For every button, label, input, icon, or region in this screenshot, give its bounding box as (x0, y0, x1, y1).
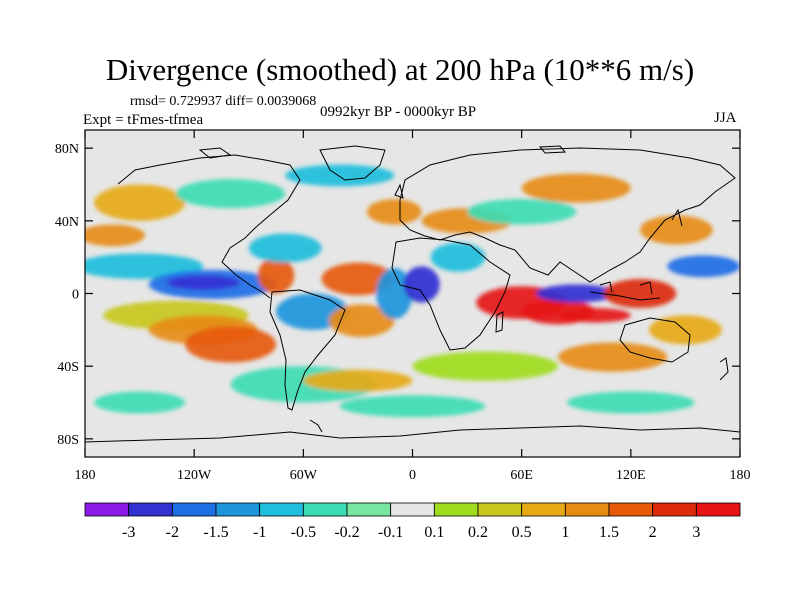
colorbar-label: -1.5 (203, 524, 228, 541)
colorbar-swatch (652, 502, 697, 517)
coastline-north-america (117, 154, 301, 299)
coastline-australia (619, 317, 691, 363)
field-region (403, 266, 440, 303)
coastlines (85, 145, 740, 443)
colorbar-label: -1 (253, 524, 266, 541)
period-label: 0992kyr BP - 0000kyr BP (320, 104, 477, 120)
field-region (321, 262, 395, 296)
colorbar-swatch (390, 502, 435, 517)
colorbar-swatch (215, 502, 261, 517)
divergence-field (85, 164, 740, 418)
field-region (185, 326, 277, 363)
colorbar-label: 0.5 (512, 524, 532, 541)
coastline-antarctica (85, 425, 740, 443)
field-region (467, 199, 577, 225)
x-tick-label: 60E (510, 468, 533, 483)
colorbar-swatch (564, 502, 610, 517)
coastline-greenland (319, 145, 386, 181)
x-tick-label: 60W (290, 468, 318, 483)
season-label: JJA (714, 110, 737, 126)
colorbar-swatch (259, 502, 304, 517)
x-axis: 180 120W 60W 0 60E 120E 180 (75, 130, 751, 483)
colorbar-label: -0.2 (334, 524, 359, 541)
coastline-africa (391, 237, 511, 351)
colorbar-swatch (346, 502, 392, 517)
colorbar-swatch (521, 502, 566, 517)
colorbar-label: 3 (692, 524, 700, 541)
y-tick-label: 0 (72, 288, 79, 303)
plot-title: Divergence (smoothed) at 200 hPa (10**6 … (105, 52, 695, 87)
stats-text: rmsd= 0.729937 diff= 0.0039068 (130, 94, 317, 109)
experiment-label: Expt = tFmes-tfmea (83, 112, 204, 128)
colorbar-swatch (128, 502, 173, 517)
field-region (558, 308, 631, 323)
field-region (248, 233, 322, 263)
colorbar-swatch (433, 502, 479, 517)
colorbar-label: 0.2 (468, 524, 488, 541)
field-region (376, 268, 413, 319)
coastline-madagascar (495, 311, 504, 333)
y-tick-label: 80N (55, 142, 79, 157)
colorbar-label: -3 (122, 524, 135, 541)
colorbar-swatch (84, 502, 130, 517)
x-tick-label: 120E (616, 468, 646, 483)
field-region (94, 391, 186, 414)
field-region (430, 242, 486, 272)
colorbar-label: -0.5 (291, 524, 316, 541)
x-tick-label: 120W (177, 468, 212, 483)
colorbar-swatch (695, 502, 741, 517)
field-region (649, 315, 722, 345)
colorbar-swatch (171, 502, 217, 517)
x-tick-label: 180 (730, 468, 751, 483)
coastline-indonesia (589, 291, 661, 301)
y-tick-label: 40N (55, 215, 79, 230)
field-region (285, 164, 395, 187)
field-region (667, 255, 740, 278)
x-tick-label: 180 (75, 468, 96, 483)
field-region (536, 284, 617, 303)
field-region (328, 304, 395, 338)
y-tick-label: 80S (57, 433, 79, 448)
colorbar-label: -2 (166, 524, 179, 541)
field-region (603, 278, 677, 309)
colorbar-label: -0.1 (378, 524, 403, 541)
colorbar-swatch (477, 502, 523, 517)
colorbar-label: 1 (561, 524, 569, 541)
field-region (303, 369, 413, 392)
field-region (639, 215, 713, 245)
coastline-eurasia (399, 147, 736, 283)
colorbar-swatch (302, 502, 348, 517)
field-region (367, 199, 422, 225)
field-region (412, 351, 559, 381)
field-region (567, 391, 695, 414)
field-region (85, 253, 204, 279)
colorbar: -3 -2 -1.5 -1 -0.5 -0.2 -0.1 0.1 0.2 0.5 1 1.5 2 3 (84, 502, 741, 541)
colorbar-swatch (608, 502, 654, 517)
field-region (175, 179, 286, 209)
field-region (166, 275, 240, 290)
colorbar-label: 1.5 (599, 524, 619, 541)
field-region (521, 173, 631, 203)
y-tick-label: 40S (57, 360, 79, 375)
field-region (257, 257, 295, 294)
x-tick-label: 0 (409, 468, 416, 483)
colorbar-label: 0.1 (424, 524, 444, 541)
field-region (94, 184, 186, 221)
field-region (85, 224, 146, 247)
colorbar-label: 2 (649, 524, 657, 541)
field-region (558, 342, 668, 372)
coastline-south-america (269, 289, 346, 411)
field-region (339, 395, 486, 418)
y-axis: 80N 40N 0 40S 80S (55, 142, 740, 448)
